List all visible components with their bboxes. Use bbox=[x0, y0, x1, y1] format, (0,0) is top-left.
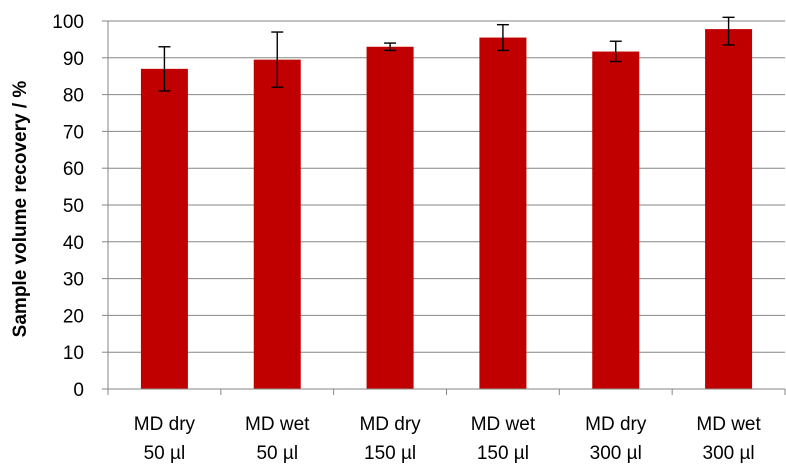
bar bbox=[592, 51, 640, 389]
y-tick-label: 0 bbox=[73, 380, 84, 401]
x-tick-label: 50 µl bbox=[256, 443, 298, 464]
y-tick-label: 80 bbox=[63, 86, 84, 107]
x-tick-label: 150 µl bbox=[364, 443, 416, 464]
x-tick-label: MD wet bbox=[696, 414, 761, 435]
bar bbox=[253, 59, 301, 389]
bar bbox=[479, 37, 527, 390]
y-tick-label: 90 bbox=[63, 49, 84, 70]
x-tick-label: 300 µl bbox=[703, 443, 755, 464]
y-tick-label: 50 bbox=[63, 196, 84, 217]
x-tick-label: MD wet bbox=[245, 414, 310, 435]
x-tick-label: MD wet bbox=[471, 414, 536, 435]
y-tick-labels: 0 10 20 30 40 50 60 70 80 90 100 bbox=[52, 12, 84, 401]
y-tick-label: 100 bbox=[52, 12, 84, 33]
x-tick-label: 150 µl bbox=[477, 443, 529, 464]
x-tick-label: 50 µl bbox=[144, 443, 186, 464]
x-tick-label: MD dry bbox=[359, 414, 421, 435]
y-axis-label: Sample volume recovery / % bbox=[10, 81, 31, 338]
y-tick-label: 30 bbox=[63, 270, 84, 291]
bar bbox=[140, 68, 188, 389]
y-tick-label: 70 bbox=[63, 122, 84, 143]
gridlines bbox=[108, 20, 785, 353]
bars bbox=[140, 29, 753, 390]
x-tick-label: 300 µl bbox=[590, 443, 642, 464]
x-tick-labels: MD dry 50 µl MD wet 50 µl MD dry 150 µl MD wet… bbox=[134, 414, 762, 464]
y-tick-label: 10 bbox=[63, 343, 84, 364]
error-bars bbox=[158, 16, 735, 92]
axes bbox=[102, 20, 786, 395]
y-tick-label: 20 bbox=[63, 306, 84, 327]
y-tick-label: 60 bbox=[63, 159, 84, 180]
x-tick-label: MD dry bbox=[134, 414, 196, 435]
bar bbox=[366, 46, 414, 389]
x-tick-label: MD dry bbox=[585, 414, 647, 435]
bar bbox=[705, 29, 753, 389]
y-tick-label: 40 bbox=[63, 233, 84, 254]
